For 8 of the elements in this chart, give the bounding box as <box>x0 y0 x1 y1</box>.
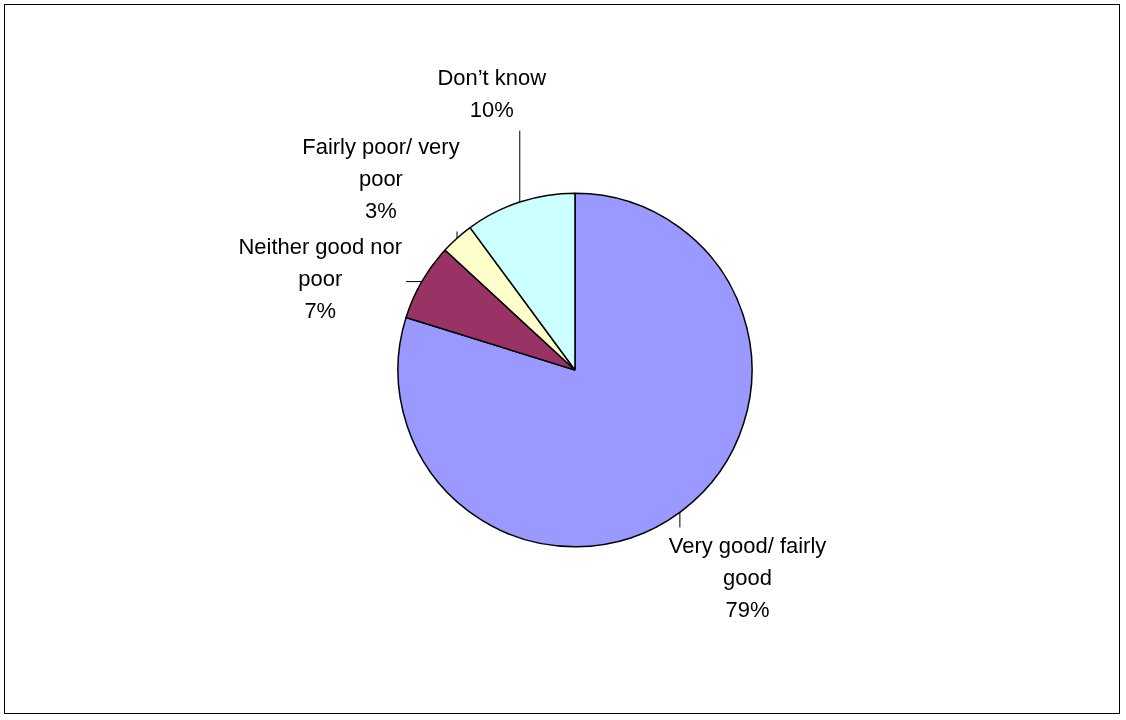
data-label: 7% <box>304 297 337 323</box>
data-label: 79% <box>725 597 770 623</box>
data-label: 10% <box>469 96 514 122</box>
slice-label: Neither good nor poor <box>238 233 403 291</box>
data-label: 3% <box>365 197 397 223</box>
slice-label: Fairly poor/ very poor <box>302 133 460 191</box>
slice-label: Don’t know <box>437 64 547 90</box>
slice-label: Very good/ fairly good <box>668 533 827 591</box>
